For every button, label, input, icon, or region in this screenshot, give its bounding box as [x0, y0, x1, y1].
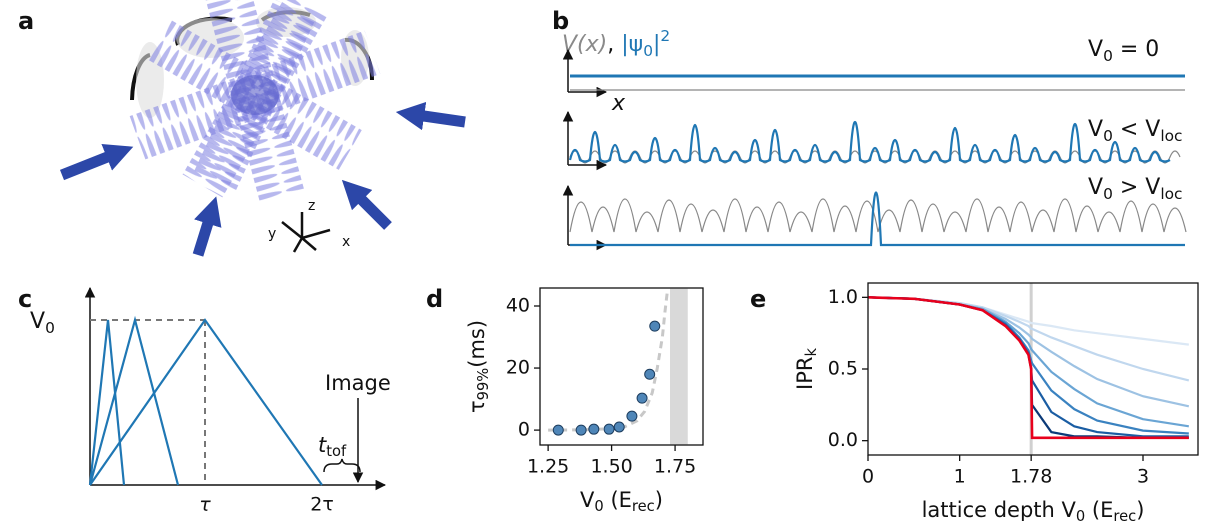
text-part: rec: [632, 498, 655, 515]
text-part: 0: [1103, 127, 1113, 145]
text-part: k: [803, 348, 820, 357]
image-label: Image: [325, 371, 391, 395]
text-part: V: [1088, 175, 1103, 200]
ipr-curve: [867, 296, 1189, 435]
text-part: ,: [607, 32, 621, 57]
text-part: > V: [1113, 175, 1160, 200]
text-part: τ: [465, 400, 489, 413]
text-part: ): [655, 488, 663, 512]
ramp-schematic: [84, 286, 387, 491]
text-part: rec: [1113, 508, 1136, 521]
axis-letter: y: [268, 226, 276, 242]
tick-label: τ: [199, 494, 211, 516]
y-tick-label: 0.0: [828, 429, 858, 451]
text-part: (ms): [465, 320, 489, 368]
data-point: [575, 424, 587, 436]
tick-label: 2τ: [310, 494, 334, 516]
text-part: 2: [660, 27, 670, 45]
axis-letter: x: [342, 234, 350, 250]
panel-b-plots: [562, 48, 1187, 251]
ipr-curve: [867, 296, 1189, 428]
x-axis-label: V0 (Erec): [580, 488, 663, 515]
case-label: V0 = 0: [1088, 37, 1159, 65]
level-label: V0: [30, 309, 55, 337]
text-part: (E: [1085, 498, 1113, 521]
x-tick-label: 1.25: [527, 456, 569, 478]
text-part: V: [30, 309, 45, 334]
text-part: loc: [1160, 127, 1182, 145]
text-part: 0: [594, 498, 603, 515]
data-point: [613, 421, 625, 433]
text-part: loc: [1160, 185, 1182, 203]
panel-label: b: [552, 7, 569, 35]
panel-label: e: [750, 285, 766, 313]
text-part: |ψ: [621, 32, 643, 57]
y-tick-label: 0: [518, 419, 530, 441]
x-tick-label: 1: [954, 466, 966, 488]
x-tick-label: 3: [1137, 466, 1149, 488]
data-point: [626, 410, 638, 422]
text-part: 0: [45, 319, 55, 337]
tof-label: ttof: [318, 433, 347, 460]
x-tick-label: 1.75: [654, 456, 696, 478]
y-tick-label: 40: [506, 294, 530, 316]
lattice-illustration: [59, 0, 466, 257]
x-axis-label: x: [611, 91, 626, 116]
data-point: [603, 423, 615, 435]
text-part: IPR: [793, 357, 817, 390]
ipr-curve: [867, 296, 1189, 438]
text-part: 0: [1076, 508, 1085, 521]
text-part: V: [1088, 37, 1103, 62]
text-part: < V: [1113, 117, 1160, 142]
axis-letter: z: [308, 198, 315, 214]
panel-b-title: V(x), |ψ0|2: [562, 27, 670, 60]
panel-label: d: [426, 285, 443, 313]
text-part: lattice depth V: [922, 498, 1077, 521]
text-part: ): [1136, 498, 1144, 521]
ipr-curve: [867, 296, 1189, 346]
y-axis-label: τ99%(ms): [465, 320, 492, 413]
ipr-curve: [867, 296, 1190, 382]
y-tick-label: 1.0: [828, 286, 858, 308]
x-tick-label: 1.78: [1010, 466, 1052, 488]
text-part: = 0: [1113, 37, 1159, 62]
text-part: 99%: [475, 368, 492, 401]
data-point: [649, 320, 661, 332]
text-part: V: [1088, 117, 1103, 142]
text-part: t: [318, 433, 327, 457]
text-part: V: [580, 488, 595, 512]
panel-label: a: [18, 7, 34, 35]
text-part: tof: [326, 443, 347, 460]
case-label: V0 > Vloc: [1088, 175, 1183, 203]
data-point: [552, 424, 564, 436]
panel-label: c: [18, 285, 32, 313]
text-part: (E: [604, 488, 632, 512]
data-point: [588, 423, 600, 435]
text-part: |: [653, 32, 660, 57]
fit-curve: [548, 290, 669, 432]
text-part: 0: [1103, 185, 1113, 203]
x-tick-label: 1.50: [590, 456, 632, 478]
text-part: 0: [643, 42, 653, 60]
y-tick-label: 0.5: [828, 358, 858, 380]
data-point: [644, 368, 656, 380]
text-part: V(x): [562, 32, 607, 57]
case-label: V0 < Vloc: [1088, 117, 1183, 145]
y-axis-label: IPRk: [793, 348, 820, 390]
data-point: [636, 392, 648, 404]
x-tick-label: 0: [862, 466, 874, 488]
y-tick-label: 20: [506, 357, 530, 379]
x-axis-label: lattice depth V0 (Erec): [922, 498, 1145, 521]
plot-frame: [539, 287, 704, 446]
ipr-curve: [867, 296, 1189, 440]
critical-band: [669, 288, 688, 445]
text-part: 0: [1103, 47, 1113, 65]
